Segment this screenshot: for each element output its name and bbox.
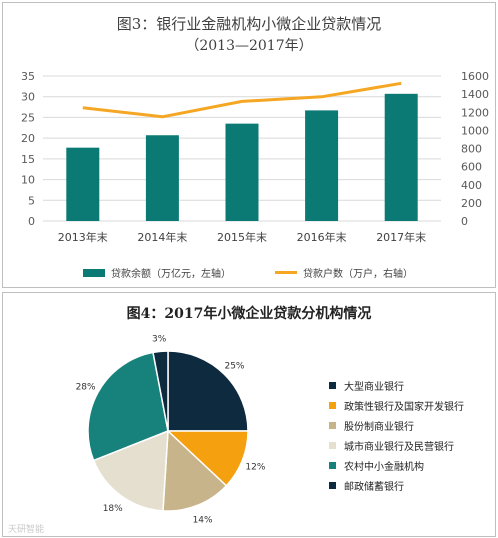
x-tick-label: 2016年末 <box>297 230 347 244</box>
legend-item-households: 贷款户数（万户，右轴） <box>275 265 413 280</box>
y-left-tick-label: 35 <box>21 70 35 83</box>
y-left-tick-label: 0 <box>28 215 35 228</box>
legend2-item: 邮政储蓄银行 <box>329 475 464 495</box>
chart2-title: 图4：2017年小微企业贷款分机构情况 <box>126 306 372 322</box>
legend2-item: 城市商业银行及民营银行 <box>329 435 464 455</box>
pie-slice <box>92 429 169 512</box>
chart1-plot: 0 5 10 15 20 25 30 35 0 200 400 600 800 1000 1200 1400 1… <box>21 70 489 244</box>
legend-swatch-households <box>275 271 297 274</box>
households-line <box>82 81 402 119</box>
bar <box>66 147 100 221</box>
pie-slice <box>162 429 228 512</box>
y-right-tick-label: 1400 <box>461 88 489 101</box>
y-right-tick-label: 1200 <box>461 106 489 119</box>
y-right-tick-label: 0 <box>461 215 468 228</box>
legend-swatch-balance <box>83 268 105 277</box>
x-tick-label: 2013年末 <box>58 230 108 244</box>
bar <box>225 123 259 221</box>
slice-value-label: 3% <box>152 334 167 344</box>
x-tick-label: 2017年末 <box>376 230 426 244</box>
slice-value-label: 14% <box>193 515 213 525</box>
legend2-swatch <box>329 461 336 469</box>
legend2-label: 股份制商业银行 <box>344 421 414 433</box>
y-left-tick-label: 5 <box>28 194 35 207</box>
pie-slice <box>167 350 249 432</box>
legend2-swatch <box>329 421 336 429</box>
loan-distribution-chart-panel: 图4：2017年小微企业贷款分机构情况 25% 12% 14% 18% 28% 3% 大型… <box>2 292 496 537</box>
legend-item-balance: 贷款余额（万亿元，左轴） <box>83 265 231 280</box>
y-left-tick-label: 20 <box>21 132 35 145</box>
chart2-legend: 大型商业银行 政策性银行及国家开发银行 股份制商业银行 城市商业银行及民营银行 … <box>329 375 464 495</box>
slice-value-label: 25% <box>224 362 244 372</box>
legend2-label: 城市商业银行及民营银行 <box>344 441 454 453</box>
pie-slice <box>87 351 169 462</box>
slice-value-label: 12% <box>245 463 265 473</box>
y-left-tick-label: 15 <box>21 153 35 166</box>
y-right-tick-label: 1600 <box>461 70 489 83</box>
y-right-tick-label: 200 <box>461 197 482 210</box>
legend2-item: 政策性银行及国家开发银行 <box>329 395 464 415</box>
loan-balance-chart-panel: 图3：银行业金融机构小微企业贷款情况 （2013—2017年） 0 5 10 15 20… <box>2 2 496 288</box>
pie-slice <box>152 350 169 432</box>
y-left-tick-label: 30 <box>21 91 35 104</box>
pie-slice <box>166 430 249 487</box>
y-right-tick-label: 1000 <box>461 124 489 137</box>
legend2-swatch <box>329 401 336 409</box>
legend-label-households: 贷款户数（万户，右轴） <box>303 269 413 280</box>
bar <box>145 135 179 221</box>
legend2-swatch <box>329 481 336 489</box>
legend2-item: 农村中小金融机构 <box>329 455 464 475</box>
legend2-swatch <box>329 381 336 389</box>
chart1-subtitle: （2013—2017年） <box>185 38 313 54</box>
y-right-tick-label: 400 <box>461 179 482 192</box>
x-tick-label: 2014年末 <box>137 230 187 244</box>
legend-label-balance: 贷款余额（万亿元，左轴） <box>111 269 231 280</box>
legend2-label: 农村中小金融机构 <box>344 461 424 473</box>
y-right-tick-label: 600 <box>461 161 482 174</box>
legend2-item: 股份制商业银行 <box>329 415 464 435</box>
legend2-label: 邮政储蓄银行 <box>344 481 404 493</box>
y-left-tick-label: 25 <box>21 111 35 124</box>
legend2-label: 大型商业银行 <box>344 381 404 393</box>
legend2-item: 大型商业银行 <box>329 375 464 395</box>
x-tick-label: 2015年末 <box>217 230 267 244</box>
y-left-tick-label: 10 <box>21 174 35 187</box>
chart1-title: 图3：银行业金融机构小微企业贷款情况 <box>116 15 382 33</box>
bar <box>384 93 418 221</box>
chart2-pie: 25% 12% 14% 18% 28% 3% <box>76 334 266 525</box>
slice-value-label: 28% <box>76 383 96 393</box>
slice-value-label: 18% <box>103 504 123 514</box>
y-right-tick-label: 800 <box>461 143 482 156</box>
legend2-label: 政策性银行及国家开发银行 <box>344 401 464 413</box>
bar <box>305 110 339 221</box>
legend2-swatch <box>329 441 336 449</box>
watermark: 天研智能 <box>8 525 45 535</box>
